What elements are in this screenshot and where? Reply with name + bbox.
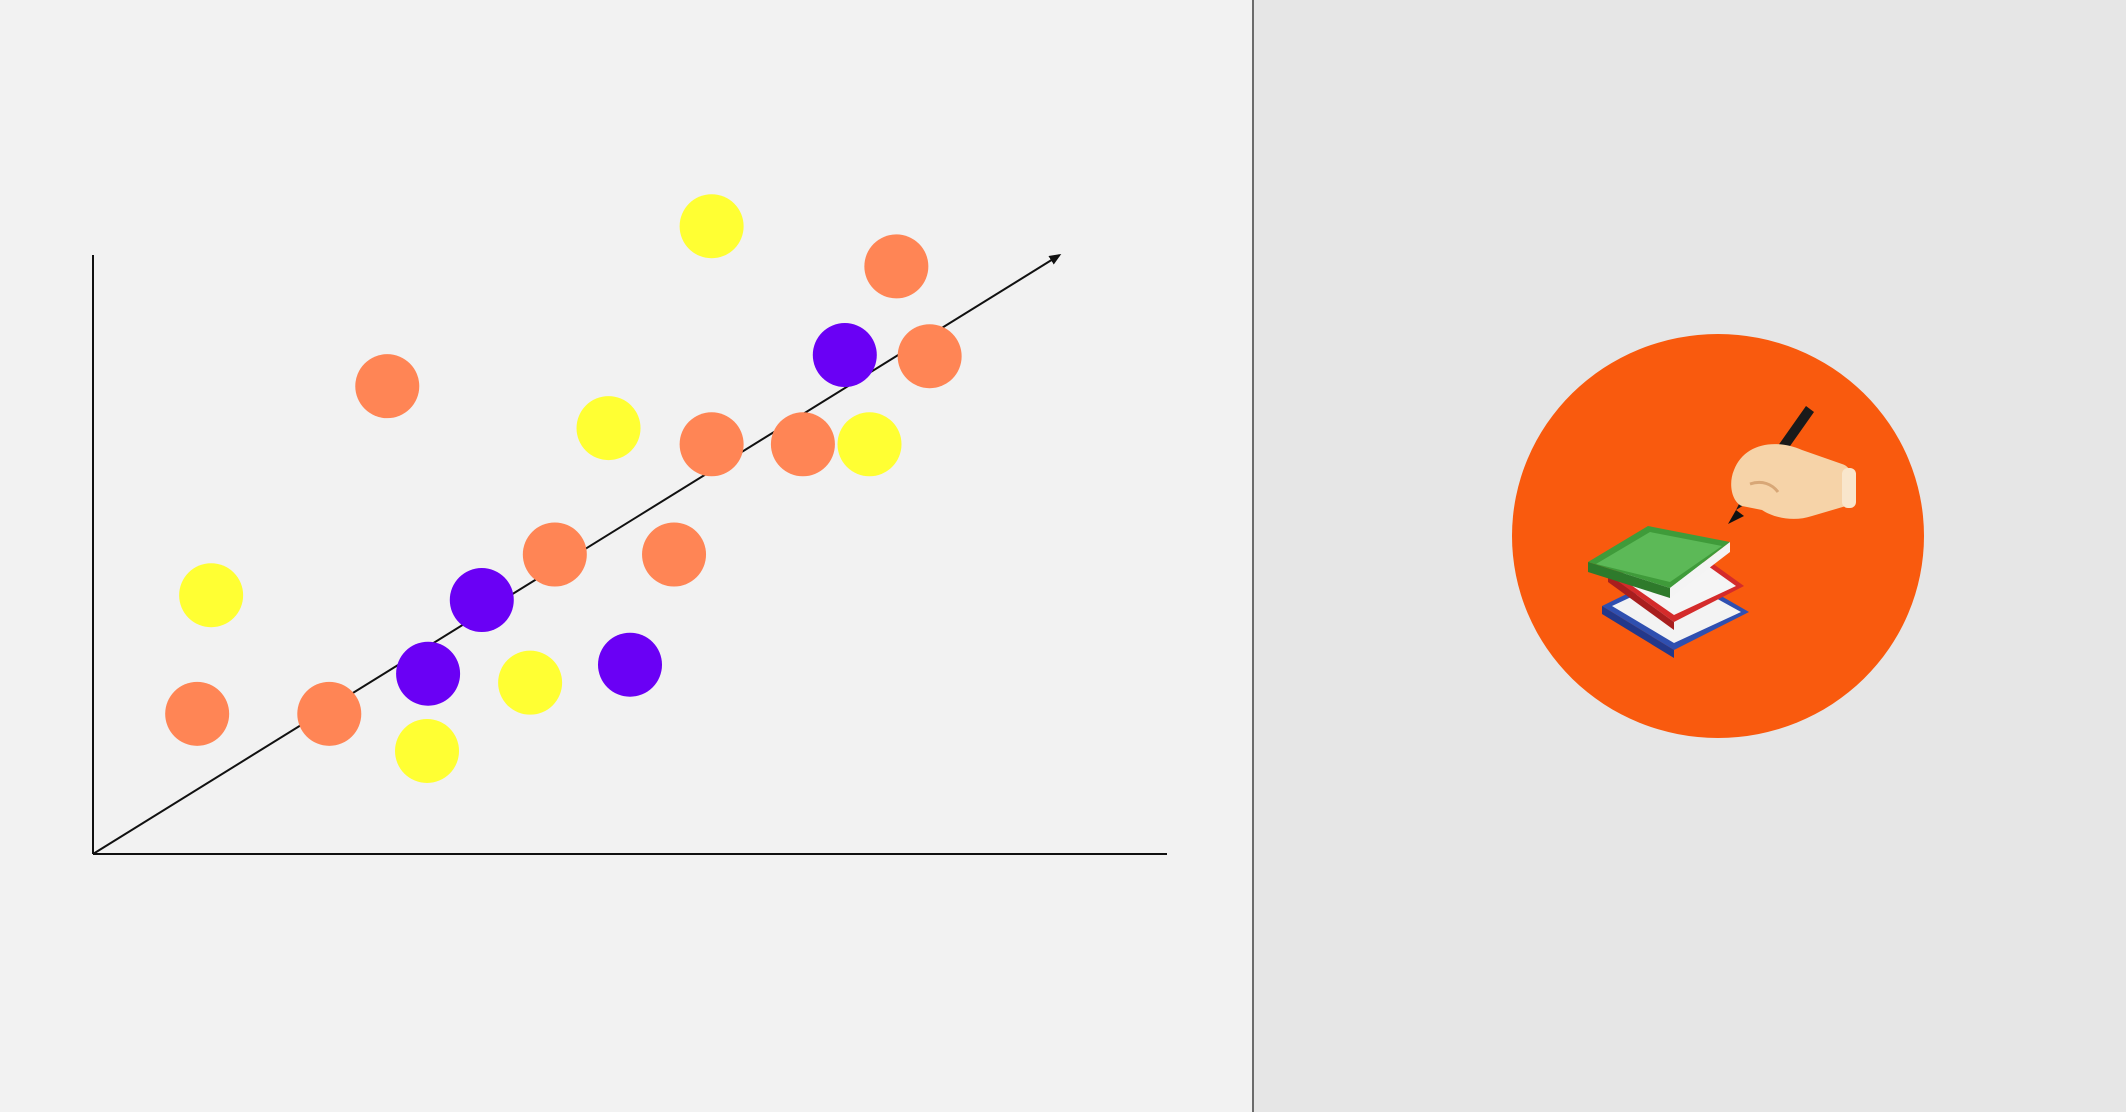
chart-panel [0,0,1254,1112]
data-point-series-3-6 [837,412,902,477]
writing-hand-icon [1731,444,1856,519]
data-point-series-1-5 [642,522,707,587]
data-point-series-3-3 [498,650,563,715]
data-point-series-3-5 [679,194,744,259]
badge-circle [1512,334,1924,738]
books-and-writing-hand-icon [1588,406,1856,658]
green-book-icon [1588,526,1730,598]
data-point-series-1-1 [165,681,230,746]
data-point-series-1-2 [297,681,362,746]
data-points [165,194,962,783]
data-point-series-3-2 [395,718,460,783]
data-point-series-3-1 [179,563,244,628]
data-point-series-2-3 [598,632,662,697]
data-point-series-1-9 [897,324,962,389]
data-point-series-1-6 [679,412,744,477]
illustration-panel [1256,0,2126,1112]
data-point-series-2-4 [812,323,877,388]
scatter-chart [92,194,1167,855]
data-point-series-1-8 [864,234,929,299]
data-point-series-1-3 [355,354,420,419]
data-point-series-1-7 [770,412,835,477]
data-point-series-2-2 [449,568,514,633]
data-point-series-3-4 [576,396,641,461]
data-point-series-2-1 [396,641,461,706]
data-point-series-1-4 [522,522,587,587]
